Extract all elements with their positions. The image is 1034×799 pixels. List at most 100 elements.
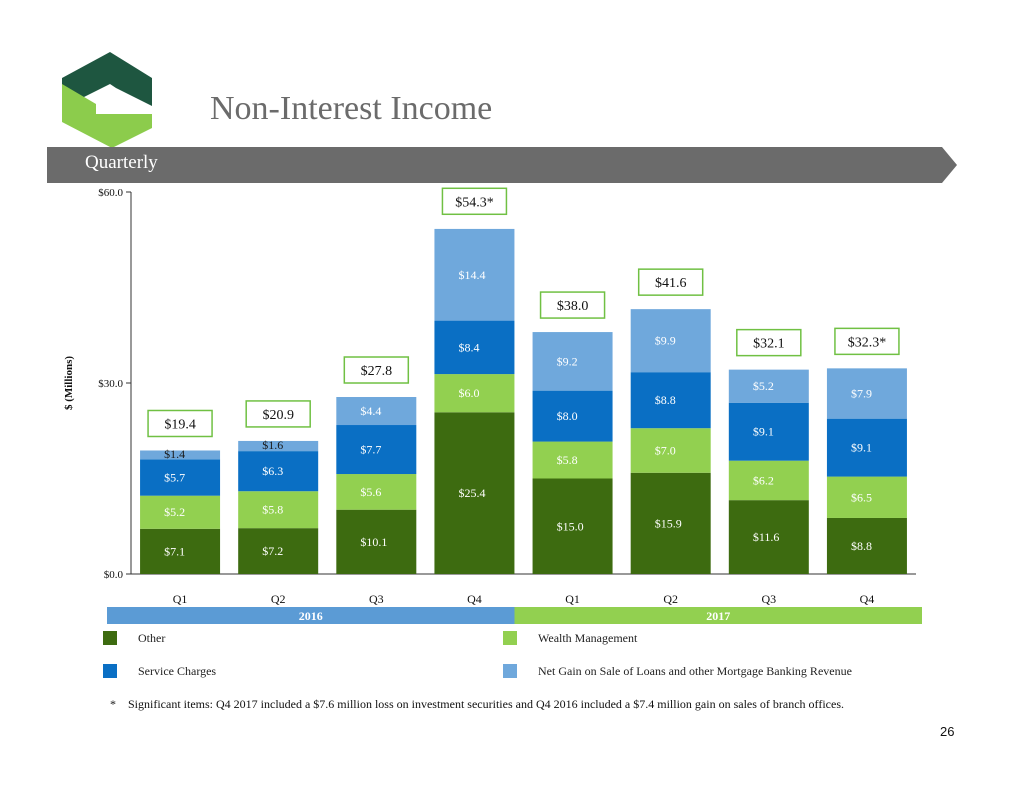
bar-value-label: $4.4: [360, 404, 381, 418]
year-label: 2017: [706, 609, 730, 623]
legend-swatch-wealth-management: [503, 631, 517, 645]
bar-segment-service-charges: [434, 320, 515, 375]
bar-segment-net-gain: [728, 369, 809, 403]
total-box: [343, 356, 410, 384]
logo-dark-shape: [62, 52, 152, 108]
bar-segment-service-charges: [140, 459, 221, 496]
x-tick-label: Q1: [565, 592, 580, 606]
legend-swatch-other: [103, 631, 117, 645]
bar-segment-wealth-management: [434, 374, 515, 413]
bar-segment-service-charges: [826, 418, 907, 477]
x-tick-label: Q3: [761, 592, 776, 606]
bar-segment-wealth-management: [826, 476, 907, 518]
footnote: Significant items: Q4 2017 included a $7…: [128, 697, 844, 711]
bar-segment-other: [434, 412, 515, 574]
bar-value-label: $5.7: [164, 471, 185, 485]
legend-label-wealth-management: Wealth Management: [538, 631, 638, 645]
bar-segment-wealth-management: [728, 460, 809, 501]
total-box: [736, 328, 802, 357]
bar-segment-wealth-management: [238, 491, 319, 529]
total-box: [147, 409, 213, 438]
y-axis-label: $ (Millions): [63, 356, 75, 410]
bar-segment-net-gain: [140, 450, 221, 460]
bar-segment-net-gain: [630, 309, 711, 373]
legend-swatch-net-gain: [503, 664, 517, 678]
bar-value-label: $5.8: [557, 453, 578, 467]
bar-value-label: $7.9: [851, 387, 872, 401]
bar-value-label: $8.8: [655, 393, 676, 407]
bar-value-label: $7.0: [655, 443, 676, 457]
bar-value-label: $1.4: [164, 447, 185, 461]
year-band-2017: [514, 607, 922, 624]
logo-light-shape: [62, 84, 152, 148]
page-number: 26: [940, 724, 955, 739]
bar-value-label: $6.3: [262, 464, 283, 478]
bar-segment-other: [336, 509, 417, 574]
bar-value-label: $8.8: [851, 539, 872, 553]
total-box: [637, 268, 704, 296]
bar-segment-other: [826, 517, 907, 574]
total-label: $27.8: [361, 364, 393, 379]
bar-value-label: $10.1: [360, 535, 387, 549]
bar-segment-wealth-management: [336, 474, 417, 510]
bar-value-label: $7.2: [262, 544, 283, 558]
bar-segment-other: [630, 472, 711, 574]
x-tick-label: Q4: [860, 592, 875, 606]
bar-value-label: $9.1: [851, 441, 872, 455]
bar-segment-other: [140, 528, 221, 574]
bar-segment-service-charges: [728, 402, 809, 461]
total-label: $19.4: [164, 417, 196, 432]
section-label: Quarterly: [85, 152, 158, 173]
bar-value-label: $11.6: [753, 530, 780, 544]
bar-segment-service-charges: [336, 425, 417, 475]
y-tick-label: $0.0: [104, 569, 124, 581]
bar-value-label: $7.7: [360, 443, 381, 457]
bar-value-label: $9.1: [753, 425, 774, 439]
total-label: $41.6: [655, 276, 687, 291]
bar-value-label: $8.4: [458, 340, 479, 354]
bar-segment-net-gain: [336, 397, 417, 426]
bar-segment-service-charges: [532, 390, 613, 442]
bar-value-label: $8.0: [557, 409, 578, 423]
bar-value-label: $25.4: [458, 486, 485, 500]
bar-segment-wealth-management: [630, 428, 711, 473]
footnote-marker: *: [110, 697, 116, 711]
bar-value-label: $15.9: [655, 516, 682, 530]
bar-segment-net-gain: [532, 332, 613, 391]
bar-segment-net-gain: [434, 228, 515, 321]
bar-segment-service-charges: [630, 372, 711, 429]
total-label: $20.9: [262, 408, 294, 423]
bar-segment-net-gain: [826, 368, 907, 419]
bar-segment-net-gain: [238, 440, 319, 452]
x-tick-label: Q1: [173, 592, 188, 606]
total-label: $54.3*: [455, 195, 494, 210]
bar-value-label: $5.8: [262, 503, 283, 517]
bar-value-label: $6.2: [753, 473, 774, 487]
total-label: $32.1: [753, 337, 785, 352]
bar-value-label: $7.1: [164, 544, 185, 558]
y-tick-label: $60.0: [98, 187, 123, 199]
bar-segment-service-charges: [238, 451, 319, 492]
bar-value-label: $5.6: [360, 485, 381, 499]
bar-value-label: $14.4: [458, 268, 485, 282]
y-tick-label: $30.0: [98, 378, 123, 390]
total-box: [539, 291, 606, 319]
x-tick-label: Q2: [271, 592, 286, 606]
bar-value-label: $6.0: [458, 386, 479, 400]
total-box: [441, 187, 508, 216]
bar-value-label: $9.9: [655, 334, 676, 348]
bar-segment-other: [532, 478, 613, 574]
x-tick-label: Q3: [369, 592, 384, 606]
bar-segment-other: [238, 528, 319, 574]
total-box: [834, 327, 900, 356]
legend-label-net-gain: Net Gain on Sale of Loans and other Mort…: [538, 664, 852, 678]
page-title: Non-Interest Income: [210, 90, 493, 127]
bar-segment-other: [728, 500, 809, 574]
x-tick-label: Q2: [663, 592, 678, 606]
bar-value-label: $15.0: [557, 519, 584, 533]
bar-value-label: $9.2: [557, 354, 578, 368]
bar-value-label: $1.6: [262, 438, 283, 452]
total-label: $32.3*: [848, 335, 887, 350]
x-tick-label: Q4: [467, 592, 482, 606]
